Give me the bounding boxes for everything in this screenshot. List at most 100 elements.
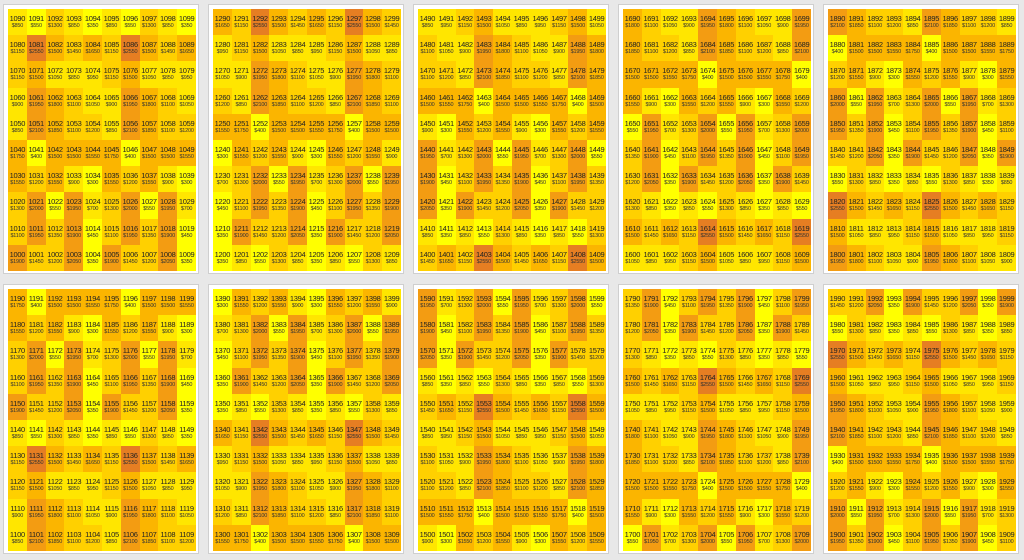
seat-cell[interactable]: 1593 $2000 — [474, 289, 494, 316]
seat-cell[interactable]: 1532 $900 — [455, 446, 475, 473]
seat-cell[interactable]: 1710 $1550 — [623, 498, 642, 525]
seat-cell[interactable]: 1030 $1550 — [8, 166, 27, 193]
seat-cell[interactable]: 1357 $550 — [344, 393, 364, 420]
seat-cell[interactable]: 1853 $450 — [884, 113, 904, 140]
seat-cell[interactable]: 1900 $1950 — [828, 524, 847, 551]
seat-cell[interactable]: 1667 $300 — [754, 87, 774, 114]
seat-cell[interactable]: 1297 $2550 — [344, 9, 364, 36]
seat-cell[interactable]: 1325 $1050 — [307, 472, 326, 499]
seat-cell[interactable]: 1699 $1950 — [792, 9, 811, 36]
seat-cell[interactable]: 1484 $1800 — [493, 35, 512, 62]
seat-cell[interactable]: 1731 $1100 — [641, 446, 661, 473]
seat-cell[interactable]: 1756 $850 — [735, 393, 755, 420]
seat-cell[interactable]: 1411 $350 — [436, 218, 456, 245]
seat-cell[interactable]: 1903 $450 — [884, 524, 904, 551]
seat-cell[interactable]: 1487 $900 — [549, 35, 569, 62]
seat-cell[interactable]: 1294 $1450 — [288, 9, 307, 36]
seat-cell[interactable]: 1505 $900 — [512, 524, 531, 551]
seat-cell[interactable]: 1799 $1950 — [792, 289, 811, 316]
seat-cell[interactable]: 1345 $1650 — [307, 420, 326, 447]
seat-cell[interactable]: 1758 $1150 — [773, 393, 793, 420]
seat-cell[interactable]: 1582 $1100 — [455, 315, 475, 342]
seat-cell[interactable]: 1572 $1900 — [455, 341, 475, 368]
seat-cell[interactable]: 1962 $850 — [865, 367, 885, 394]
seat-cell[interactable]: 1833 $350 — [884, 166, 904, 193]
seat-cell[interactable]: 1810 $1500 — [828, 218, 847, 245]
seat-cell[interactable]: 1829 $1150 — [997, 192, 1016, 219]
seat-cell[interactable]: 1693 $900 — [679, 9, 699, 36]
seat-cell[interactable]: 1020 $1300 — [8, 192, 27, 219]
seat-cell[interactable]: 1686 $1100 — [735, 35, 755, 62]
seat-cell[interactable]: 1280 $950 — [213, 35, 232, 62]
seat-cell[interactable]: 1058 $1100 — [158, 113, 178, 140]
seat-cell[interactable]: 1381 $1300 — [231, 315, 251, 342]
seat-cell[interactable]: 1300 $1550 — [213, 524, 232, 551]
seat-cell[interactable]: 1043 $1500 — [64, 140, 84, 167]
seat-cell[interactable]: 1531 $1050 — [436, 446, 456, 473]
seat-cell[interactable]: 1104 $1200 — [83, 524, 102, 551]
seat-cell[interactable]: 1574 $1200 — [493, 341, 512, 368]
seat-cell[interactable]: 1389 $1950 — [382, 315, 401, 342]
seat-cell[interactable]: 1920 $1200 — [828, 472, 847, 499]
seat-cell[interactable]: 1890 $2100 — [828, 9, 847, 36]
seat-cell[interactable]: 1094 $350 — [83, 9, 102, 36]
seat-cell[interactable]: 1857 $1900 — [959, 113, 979, 140]
seat-cell[interactable]: 1319 $1100 — [382, 498, 401, 525]
seat-cell[interactable]: 1533 $1950 — [474, 446, 494, 473]
seat-cell[interactable]: 1238 $550 — [363, 166, 383, 193]
seat-cell[interactable]: 1624 $550 — [698, 192, 717, 219]
seat-cell[interactable]: 1354 $850 — [288, 393, 307, 420]
seat-cell[interactable]: 1033 $900 — [64, 166, 84, 193]
seat-cell[interactable]: 1232 $2000 — [250, 166, 270, 193]
seat-cell[interactable]: 1315 $1200 — [307, 498, 326, 525]
seat-cell[interactable]: 1028 $1950 — [158, 192, 178, 219]
seat-cell[interactable]: 1123 $850 — [64, 472, 84, 499]
seat-cell[interactable]: 1676 $1500 — [735, 61, 755, 88]
seat-cell[interactable]: 1391 $1550 — [231, 289, 251, 316]
seat-cell[interactable]: 1869 $1300 — [997, 87, 1016, 114]
seat-cell[interactable]: 1375 $450 — [307, 341, 326, 368]
seat-cell[interactable]: 1965 $1500 — [922, 367, 941, 394]
seat-cell[interactable]: 1087 $1500 — [139, 35, 159, 62]
seat-cell[interactable]: 1778 $850 — [773, 341, 793, 368]
seat-cell[interactable]: 1008 $2050 — [158, 244, 178, 271]
seat-cell[interactable]: 1435 $1900 — [512, 166, 531, 193]
seat-cell[interactable]: 1055 $850 — [102, 113, 121, 140]
seat-cell[interactable]: 1683 $850 — [679, 35, 699, 62]
seat-cell[interactable]: 1896 $1850 — [940, 9, 960, 36]
seat-cell[interactable]: 1077 $1050 — [139, 61, 159, 88]
seat-cell[interactable]: 1001 $1450 — [26, 244, 46, 271]
seat-cell[interactable]: 1386 $1300 — [325, 315, 345, 342]
seat-cell[interactable]: 1754 $1500 — [698, 393, 717, 420]
seat-cell[interactable]: 1932 $1500 — [865, 446, 885, 473]
seat-cell[interactable]: 1307 $400 — [344, 524, 364, 551]
seat-cell[interactable]: 1847 $2050 — [959, 140, 979, 167]
seat-cell[interactable]: 1895 $2100 — [922, 9, 941, 36]
seat-cell[interactable]: 1713 $1550 — [679, 498, 699, 525]
seat-cell[interactable]: 1604 $1500 — [698, 244, 717, 271]
seat-cell[interactable]: 1973 $1650 — [884, 341, 904, 368]
seat-cell[interactable]: 1868 $700 — [978, 87, 998, 114]
seat-cell[interactable]: 1444 $550 — [493, 140, 512, 167]
seat-cell[interactable]: 1197 $1500 — [139, 289, 159, 316]
seat-cell[interactable]: 1671 $1500 — [641, 61, 661, 88]
seat-cell[interactable]: 1805 $1950 — [922, 244, 941, 271]
seat-cell[interactable]: 1786 $2050 — [735, 315, 755, 342]
seat-cell[interactable]: 1849 $1900 — [997, 140, 1016, 167]
seat-cell[interactable]: 1414 $1300 — [493, 218, 512, 245]
seat-cell[interactable]: 1378 $1350 — [363, 341, 383, 368]
seat-cell[interactable]: 1580 $1900 — [418, 315, 437, 342]
seat-cell[interactable]: 1557 $1150 — [549, 393, 569, 420]
seat-cell[interactable]: 1852 $1900 — [865, 113, 885, 140]
seat-cell[interactable]: 1669 $1200 — [792, 87, 811, 114]
seat-cell[interactable]: 1690 $1800 — [623, 9, 642, 36]
seat-cell[interactable]: 1455 $900 — [512, 113, 531, 140]
seat-cell[interactable]: 1893 $1200 — [884, 9, 904, 36]
seat-cell[interactable]: 1998 $350 — [978, 289, 998, 316]
seat-cell[interactable]: 1228 $1350 — [363, 192, 383, 219]
seat-cell[interactable]: 1806 $1800 — [940, 244, 960, 271]
seat-cell[interactable]: 1106 $2100 — [120, 524, 140, 551]
seat-cell[interactable]: 1703 $1300 — [679, 524, 699, 551]
seat-cell[interactable]: 1738 $850 — [773, 446, 793, 473]
seat-cell[interactable]: 1223 $1350 — [269, 192, 289, 219]
